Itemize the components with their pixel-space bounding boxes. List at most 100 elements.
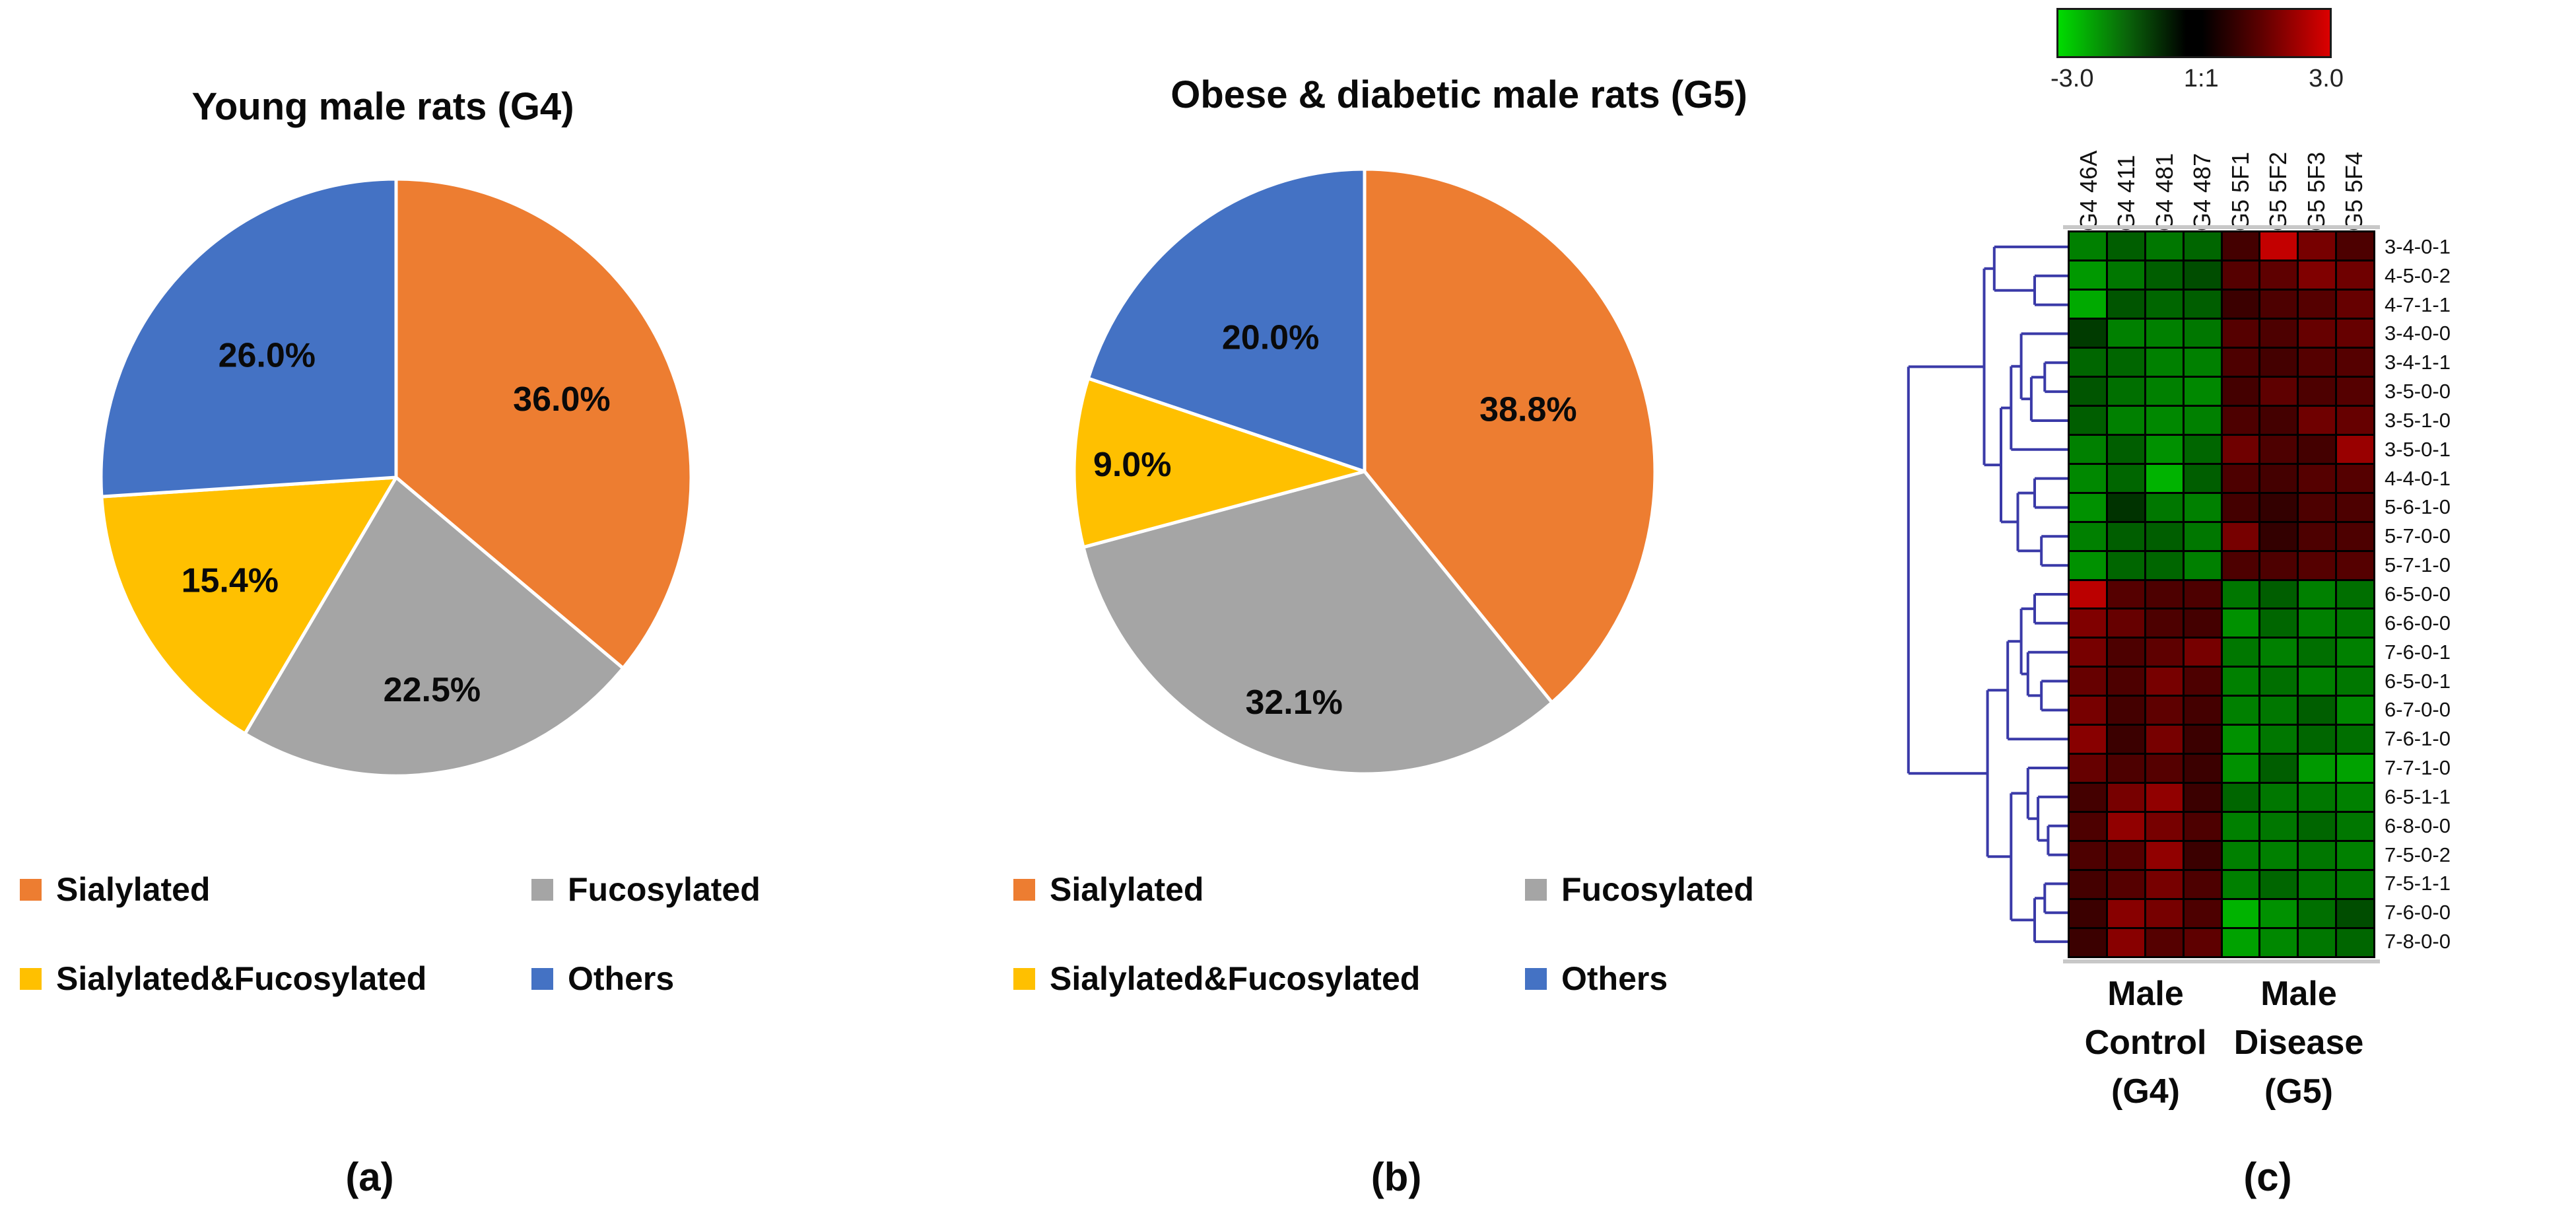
heatmap-cell (2070, 609, 2106, 637)
heatmap-cell (2299, 580, 2336, 608)
heatmap-cell (2260, 261, 2297, 289)
heatmap-cell (2184, 319, 2221, 347)
heatmap-cell (2222, 464, 2259, 492)
heatmap-cell (2337, 668, 2373, 695)
heatmap-cell (2070, 522, 2106, 550)
heatmap-cell (2222, 580, 2259, 608)
heatmap-row-label: 6-6-0-0 (2385, 611, 2451, 635)
heatmap-cell (2107, 929, 2144, 956)
heatmap-row-label: 6-5-0-1 (2385, 669, 2451, 693)
heatmap-cell (2070, 755, 2106, 782)
heatmap-cell (2260, 232, 2297, 260)
heatmap-cell (2260, 900, 2297, 928)
pie-data-label: 38.8% (1479, 391, 1576, 429)
heatmap-cell (2222, 668, 2259, 695)
heatmap-cell (2146, 900, 2183, 928)
pie-slice-sialylated-fucosylated (100, 475, 398, 736)
heatmap-cell (2070, 551, 2106, 579)
heatmap-cell (2260, 377, 2297, 405)
pie-data-label: 26.0% (219, 337, 316, 375)
heatmap-cell (2260, 755, 2297, 782)
heatmap-cell (2299, 377, 2336, 405)
heatmap-cell (2070, 580, 2106, 608)
heatmap-cell (2184, 668, 2221, 695)
heatmap-cell (2070, 464, 2106, 492)
heatmap-cell (2260, 871, 2297, 899)
caption-c: (c) (2243, 1155, 2292, 1199)
heatmap-cell (2107, 668, 2144, 695)
heatmap-cell (2146, 755, 2183, 782)
heatmap-cell (2299, 900, 2336, 928)
heatmap-cell (2070, 929, 2106, 956)
heatmap-row-label: 6-7-0-0 (2385, 698, 2451, 722)
heatmap-cell (2337, 522, 2373, 550)
heatmap-cell (2184, 813, 2221, 841)
pie-data-label: 32.1% (1245, 683, 1342, 722)
heatmap-cell (2070, 232, 2106, 260)
heatmap-cell (2107, 464, 2144, 492)
heatmap-cell (2107, 755, 2144, 782)
pie-chart-young-male-rats: 36.0% 22.5% 15.4% 26.0% (99, 177, 693, 778)
heatmap-cell (2222, 435, 2259, 463)
heatmap-cell (2146, 464, 2183, 492)
heatmap-column-label: G5 5F1 (2226, 151, 2254, 231)
heatmap-row-label: 6-5-1-1 (2385, 784, 2451, 808)
heatmap-cell (2107, 551, 2144, 579)
legend-swatch (1525, 878, 1547, 901)
heatmap-colorbar-labels: -3.0 1:1 3.0 (2051, 65, 2344, 93)
heatmap-cell (2260, 726, 2297, 753)
heatmap-cell (2146, 668, 2183, 695)
heatmap-cell (2299, 522, 2336, 550)
heatmap-cell (2184, 726, 2221, 753)
heatmap-cell (2222, 377, 2259, 405)
heatmap-cell (2070, 726, 2106, 753)
heatmap-cell (2222, 639, 2259, 666)
heatmap-cell (2337, 232, 2373, 260)
heatmap-cell (2337, 319, 2373, 347)
heatmap-grid (2068, 230, 2375, 958)
heatmap-cell (2299, 319, 2336, 347)
heatmap-cell (2299, 493, 2336, 521)
heatmap-row-label: 3-5-0-1 (2385, 437, 2451, 461)
heatmap-cell (2184, 580, 2221, 608)
legend-item-fucosylated: Fucosylated (531, 868, 761, 911)
heatmap-cell (2222, 697, 2259, 724)
heatmap-colorbar (2056, 8, 2332, 58)
heatmap-bottom-frame (2063, 959, 2380, 963)
heatmap-cell (2146, 435, 2183, 463)
heatmap-cell (2299, 348, 2336, 376)
heatmap-cell (2299, 261, 2336, 289)
heatmap-column-label: G4 481 (2150, 153, 2178, 231)
heatmap-cell (2070, 348, 2106, 376)
heatmap-cell (2184, 900, 2221, 928)
heatmap-cell (2222, 813, 2259, 841)
heatmap-cell (2107, 493, 2144, 521)
heatmap-row-label: 5-6-1-0 (2385, 495, 2451, 519)
heatmap-cell (2260, 929, 2297, 956)
heatmap-cell (2222, 871, 2259, 899)
heatmap-cell (2146, 784, 2183, 812)
heatmap-cell (2337, 813, 2373, 841)
heatmap-cell (2107, 406, 2144, 434)
heatmap-cell (2299, 755, 2336, 782)
heatmap-cell (2337, 493, 2373, 521)
heatmap-cell (2184, 493, 2221, 521)
heatmap-cell (2070, 406, 2106, 434)
pie-data-label: 22.5% (384, 671, 481, 709)
heatmap-cell (2222, 726, 2259, 753)
heatmap-cell (2222, 261, 2259, 289)
heatmap-row-label: 3-4-1-1 (2385, 351, 2451, 374)
pie-slice-sialylated (394, 177, 693, 670)
heatmap-cell (2146, 522, 2183, 550)
heatmap-cell (2260, 493, 2297, 521)
pie-data-label: 15.4% (182, 562, 279, 600)
legend-item-others: Others (1525, 957, 1668, 1000)
dendrogram (1907, 245, 2068, 944)
heatmap-cell (2299, 435, 2336, 463)
heatmap-cell (2146, 697, 2183, 724)
heatmap-cell (2299, 290, 2336, 318)
heatmap-column-label: G4 46A (2074, 150, 2102, 231)
heatmap-cell (2146, 929, 2183, 956)
heatmap-cell (2070, 435, 2106, 463)
heatmap-cell (2299, 464, 2336, 492)
